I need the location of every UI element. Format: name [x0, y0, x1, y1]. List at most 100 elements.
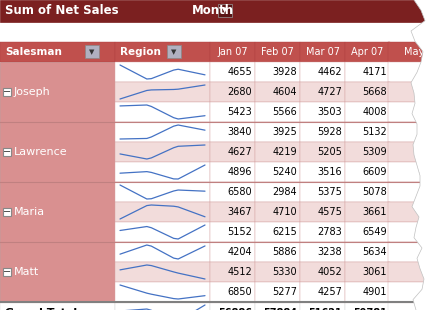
Text: 5277: 5277 — [272, 287, 297, 297]
Text: 6: 6 — [431, 287, 437, 297]
Bar — [255, 162, 300, 182]
Text: 4171: 4171 — [363, 67, 387, 77]
Text: 5309: 5309 — [363, 147, 387, 157]
Bar — [0, 122, 115, 182]
Bar — [345, 82, 390, 102]
Text: ▼: ▼ — [222, 7, 227, 14]
Text: 4710: 4710 — [272, 207, 297, 217]
Text: 6850: 6850 — [227, 287, 252, 297]
Text: 624: 624 — [417, 308, 437, 310]
Bar — [115, 282, 210, 302]
Bar — [255, 182, 300, 202]
Bar — [255, 122, 300, 142]
Bar — [210, 282, 255, 302]
Text: 5423: 5423 — [227, 107, 252, 117]
Text: Maria: Maria — [14, 207, 45, 217]
Bar — [345, 122, 390, 142]
Text: 4655: 4655 — [227, 67, 252, 77]
Bar — [0, 62, 115, 122]
Text: Mar 07: Mar 07 — [305, 47, 340, 57]
Text: 396: 396 — [418, 127, 437, 137]
Bar — [300, 262, 345, 282]
Text: Grand Total: Grand Total — [5, 308, 77, 310]
Bar — [255, 262, 300, 282]
Text: 5240: 5240 — [272, 167, 297, 177]
Bar — [388, 62, 440, 82]
Bar — [255, 222, 300, 242]
Text: −: − — [3, 87, 11, 97]
Bar — [300, 142, 345, 162]
Bar — [3, 268, 11, 276]
Text: −: − — [3, 267, 11, 277]
Polygon shape — [411, 0, 440, 310]
Text: 64: 64 — [425, 67, 437, 77]
Text: ▼: ▼ — [89, 49, 95, 55]
Text: 3516: 3516 — [317, 167, 342, 177]
Text: 3840: 3840 — [227, 127, 252, 137]
Bar — [255, 302, 300, 310]
Text: 5928: 5928 — [317, 127, 342, 137]
Text: Jan 07: Jan 07 — [217, 47, 248, 57]
Bar — [345, 142, 390, 162]
Bar — [167, 45, 181, 58]
Bar — [210, 82, 255, 102]
Bar — [300, 102, 345, 122]
Bar — [3, 148, 11, 156]
Bar — [115, 42, 210, 62]
Text: 472: 472 — [418, 167, 437, 177]
Bar — [0, 0, 440, 22]
Text: 502: 502 — [418, 227, 437, 237]
Bar — [255, 82, 300, 102]
Text: 51621: 51621 — [308, 308, 342, 310]
Bar — [300, 122, 345, 142]
Text: 4901: 4901 — [363, 287, 387, 297]
Bar — [115, 142, 210, 162]
Bar — [255, 42, 300, 62]
Bar — [255, 282, 300, 302]
Bar — [300, 162, 345, 182]
Bar — [218, 4, 232, 17]
Bar — [300, 282, 345, 302]
Bar — [255, 142, 300, 162]
Text: 2680: 2680 — [227, 87, 252, 97]
Bar — [3, 208, 11, 216]
Text: 3925: 3925 — [272, 127, 297, 137]
Text: 523: 523 — [418, 207, 437, 217]
Text: 5886: 5886 — [272, 247, 297, 257]
Bar — [210, 202, 255, 222]
Bar — [300, 62, 345, 82]
Bar — [210, 102, 255, 122]
Text: 56: 56 — [425, 107, 437, 117]
Text: 5375: 5375 — [317, 187, 342, 197]
Text: Region: Region — [120, 47, 161, 57]
Bar — [345, 262, 390, 282]
Bar — [0, 182, 115, 242]
Text: 5132: 5132 — [362, 127, 387, 137]
Bar — [388, 262, 440, 282]
Text: 391: 391 — [418, 187, 437, 197]
Bar — [210, 242, 255, 262]
Bar — [388, 102, 440, 122]
Bar — [210, 42, 255, 62]
Bar — [0, 302, 115, 310]
Bar — [210, 122, 255, 142]
Bar — [115, 82, 210, 102]
Bar — [345, 202, 390, 222]
Text: 4257: 4257 — [317, 287, 342, 297]
Bar — [255, 242, 300, 262]
Bar — [115, 262, 210, 282]
Text: 4575: 4575 — [317, 207, 342, 217]
Bar — [388, 82, 440, 102]
Bar — [388, 202, 440, 222]
Bar — [300, 182, 345, 202]
Text: 4204: 4204 — [227, 247, 252, 257]
Bar — [210, 262, 255, 282]
Bar — [115, 102, 210, 122]
Bar — [300, 302, 345, 310]
Text: 4219: 4219 — [272, 147, 297, 157]
Bar — [85, 45, 99, 58]
Text: 47: 47 — [425, 247, 437, 257]
Text: 2984: 2984 — [272, 187, 297, 197]
Bar — [388, 222, 440, 242]
Text: 4604: 4604 — [272, 87, 297, 97]
